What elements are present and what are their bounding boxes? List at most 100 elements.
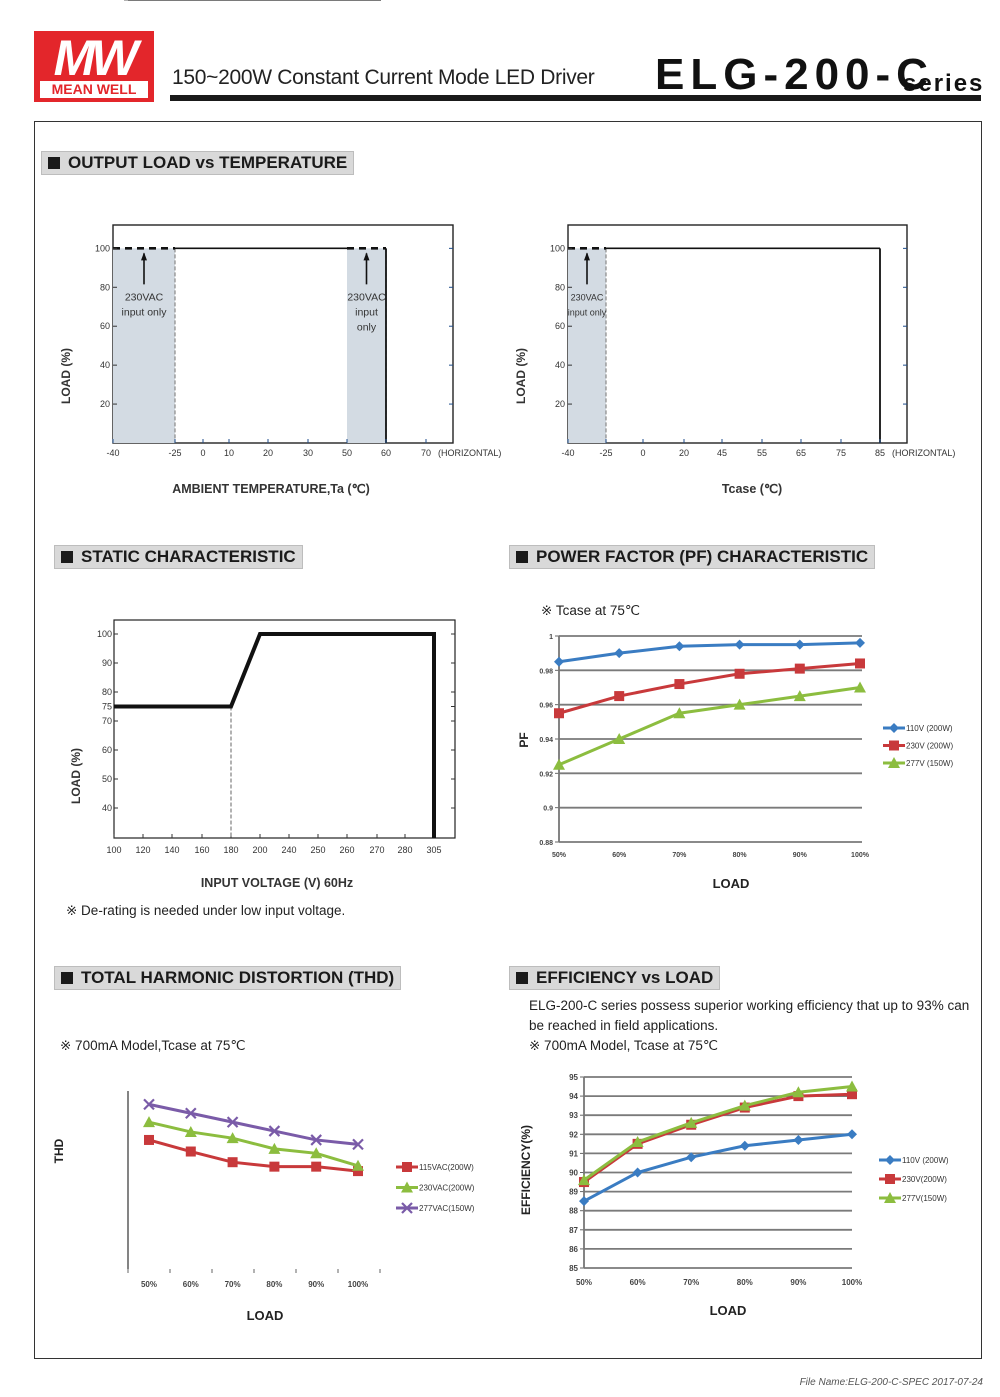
y-tick-label: 86 xyxy=(569,1245,578,1254)
section-bullet-icon xyxy=(61,972,73,984)
section-bullet-icon xyxy=(516,551,528,563)
data-point xyxy=(226,1116,239,1128)
legend-marker xyxy=(889,740,899,751)
section-bullet-icon xyxy=(48,157,60,169)
x-tick-label: -40 xyxy=(561,448,574,458)
series-line xyxy=(583,1085,853,1182)
x-axis-title: LOAD xyxy=(713,876,750,891)
arrow-up-icon xyxy=(584,252,590,261)
legend-label: 277V (150W) xyxy=(906,759,953,768)
legend-label: 230VAC(200W) xyxy=(419,1184,475,1193)
data-point xyxy=(144,1134,154,1145)
x-tick-label: 45 xyxy=(717,448,727,458)
data-point xyxy=(614,691,625,702)
y-tick-label: 20 xyxy=(100,399,110,409)
data-point xyxy=(268,1142,281,1154)
data-point xyxy=(631,1135,644,1147)
data-point xyxy=(185,1107,197,1120)
y-axis-title: PF xyxy=(517,732,531,747)
x-tick-label: 70 xyxy=(421,448,431,458)
data-point xyxy=(674,679,685,690)
data-point xyxy=(847,1089,857,1100)
y-axis-title: LOAD (%) xyxy=(59,348,73,404)
x-tick-label: 240 xyxy=(281,845,296,855)
x-tick-label: 80% xyxy=(737,1278,753,1287)
x-tick-label: 30 xyxy=(303,448,313,458)
series-line xyxy=(583,1092,853,1184)
pf-note: ※ Tcase at 75℃ xyxy=(541,603,641,618)
x-tick-label: -25 xyxy=(168,448,181,458)
y-tick-label: 70 xyxy=(102,716,112,726)
y-tick-label: 0.9 xyxy=(543,806,553,813)
legend-label: 277VAC(150W) xyxy=(419,1204,475,1213)
y-tick-label: 60 xyxy=(100,321,110,331)
x-axis-title: Tcase (℃) xyxy=(722,482,782,496)
legend-marker xyxy=(889,723,899,733)
x-tick-label: -25 xyxy=(599,448,612,458)
x-axis-suffix: (HORIZONTAL) xyxy=(892,448,955,458)
x-tick-label: 60% xyxy=(612,852,627,859)
x-axis-title: INPUT VOLTAGE (V) 60Hz xyxy=(201,876,353,890)
x-tick-label: 200 xyxy=(252,845,267,855)
x-tick-label: 90% xyxy=(308,1280,324,1289)
logo-brand: MEAN WELL xyxy=(40,81,148,98)
legend-marker xyxy=(885,1155,895,1165)
x-tick-label: 120 xyxy=(135,845,150,855)
legend-marker xyxy=(402,1162,412,1172)
data-point xyxy=(854,681,866,693)
x-tick-label: 100% xyxy=(348,1280,368,1289)
efficiency-note: ※ 700mA Model, Tcase at 75℃ xyxy=(529,1038,719,1053)
y-tick-label: 100 xyxy=(97,629,112,639)
y-axis-title: LOAD (%) xyxy=(514,348,528,404)
load-line xyxy=(114,632,434,709)
y-tick-label: 40 xyxy=(100,360,110,370)
data-point xyxy=(686,1152,697,1163)
x-tick-label: 10 xyxy=(224,448,234,458)
data-point xyxy=(579,1196,589,1207)
x-axis-title: LOAD xyxy=(710,1303,747,1318)
data-point xyxy=(554,656,564,667)
series-line xyxy=(558,641,861,664)
y-tick-label: 50 xyxy=(102,774,112,784)
series-line xyxy=(148,1138,359,1173)
legend-label: 110V (200W) xyxy=(906,724,953,733)
x-tick-label: 100% xyxy=(851,852,870,859)
y-tick-label: 40 xyxy=(102,803,112,813)
efficiency-description-line2: be reached in field applications. xyxy=(529,1018,719,1033)
data-point xyxy=(226,1132,239,1144)
y-tick-label: 100 xyxy=(95,243,110,253)
section-bullet-icon xyxy=(516,972,528,984)
x-tick-label: 20 xyxy=(679,448,689,458)
data-point xyxy=(310,1147,323,1159)
x-axis-title: LOAD xyxy=(247,1308,284,1323)
y-tick-label: 92 xyxy=(569,1130,578,1139)
section-title: STATIC CHARACTERISTIC xyxy=(81,547,296,566)
x-tick-label: 50% xyxy=(576,1278,592,1287)
data-point xyxy=(311,1161,322,1172)
y-axis-title: EFFICIENCY(%) xyxy=(519,1125,533,1215)
arrow-up-icon xyxy=(141,252,147,261)
data-point xyxy=(855,637,865,648)
y-tick-label: 12% xyxy=(106,0,122,2)
x-tick-label: 50 xyxy=(342,448,352,458)
data-point xyxy=(352,1159,364,1171)
y-tick-label: 85 xyxy=(569,1264,578,1273)
data-point xyxy=(794,663,805,674)
legend-label: 115VAC(200W) xyxy=(419,1163,474,1172)
y-tick-label: 60 xyxy=(555,321,565,331)
y-tick-label: 90 xyxy=(102,658,112,668)
x-tick-label: 100 xyxy=(106,845,121,855)
y-tick-label: 14% xyxy=(106,0,122,2)
section-header-pf: POWER FACTOR (PF) CHARACTERISTIC xyxy=(509,545,876,569)
x-axis-title: AMBIENT TEMPERATURE,Ta (℃) xyxy=(172,482,370,496)
y-tick-label: 0.92 xyxy=(539,771,553,778)
x-tick-label: 100% xyxy=(842,1278,862,1287)
y-tick-label: 2% xyxy=(110,0,122,2)
data-point xyxy=(733,698,746,710)
data-point xyxy=(184,1125,197,1137)
legend-label: 110V (200W) xyxy=(902,1156,949,1165)
x-tick-label: 70% xyxy=(672,852,687,859)
series-label: series xyxy=(903,70,985,97)
y-tick-label: 93 xyxy=(569,1111,578,1120)
legend-label: 277V(150W) xyxy=(902,1194,947,1203)
